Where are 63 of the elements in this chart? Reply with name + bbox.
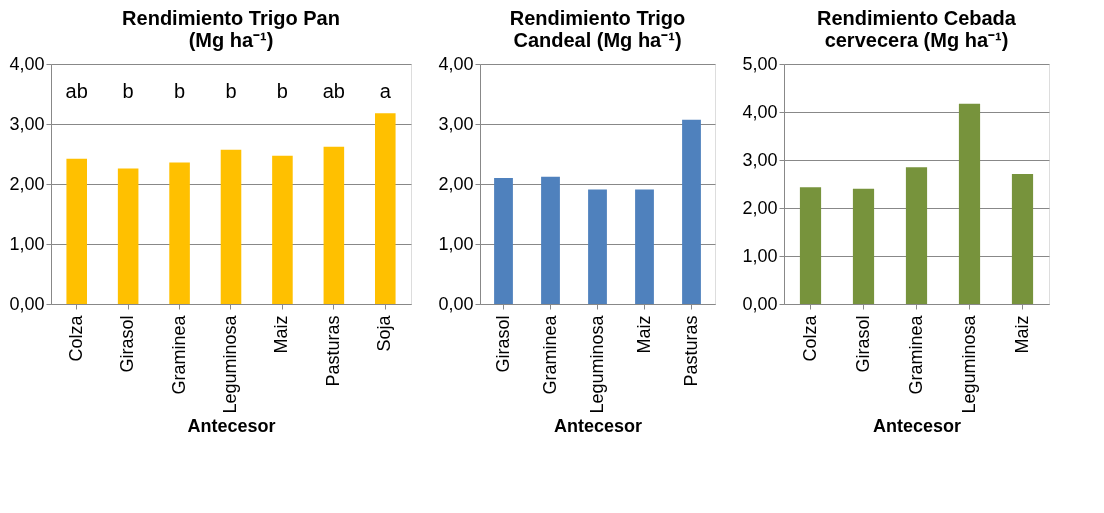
x-tick-label: Pasturas — [680, 315, 701, 387]
x-tick-label: Maiz — [633, 315, 654, 354]
x-tick-label: Leguminosa — [220, 314, 240, 414]
bar — [905, 167, 928, 304]
x-tick-label: Colza — [65, 314, 86, 362]
annotation: b — [122, 80, 134, 102]
bar — [588, 189, 607, 304]
x-axis-title: Antecesor — [872, 415, 962, 436]
y-tick-label: 2,00 — [742, 197, 778, 218]
chart-title: Rendimiento Trigo Pan (Mg ha⁻¹) — [122, 7, 340, 51]
bar — [1011, 173, 1034, 304]
bar — [541, 176, 560, 304]
annotation: ab — [65, 80, 88, 102]
bar — [635, 189, 654, 304]
bar — [958, 103, 981, 304]
y-tick-label: 1,00 — [742, 245, 778, 266]
x-tick-label: Girasol — [117, 315, 138, 373]
x-tick-label: Leguminosa — [958, 314, 979, 414]
x-tick-label: Maiz — [1011, 315, 1032, 354]
y-tick-label: 1,00 — [9, 233, 45, 254]
y-tick-label: 3,00 — [742, 149, 778, 170]
x-axis-title: Antecesor — [187, 415, 276, 436]
bar — [494, 178, 513, 304]
y-tick-label: 0,00 — [9, 293, 45, 314]
annotation: b — [225, 80, 237, 102]
annotation: a — [379, 80, 392, 102]
bar — [66, 158, 87, 304]
x-tick-label: Pasturas — [322, 315, 343, 387]
y-tick-label: 4,00 — [9, 53, 45, 74]
y-tick-label: 1,00 — [438, 233, 474, 254]
bar — [323, 146, 345, 304]
x-tick-label: Girasol — [492, 315, 513, 373]
chart-title: Rendimiento Trigo Candeal (Mg ha⁻¹) — [509, 7, 686, 51]
y-tick-label: 2,00 — [9, 173, 45, 194]
bar — [682, 119, 701, 304]
x-tick-label: Graminea — [539, 314, 560, 395]
x-tick-label: Leguminosa — [586, 314, 607, 414]
x-axis-title: Antecesor — [553, 415, 643, 436]
y-tick-label: 0,00 — [438, 293, 474, 314]
bar — [169, 162, 190, 304]
y-tick-label: 4,00 — [742, 101, 778, 122]
y-tick-label: 4,00 — [438, 53, 474, 74]
x-tick-label: Graminea — [168, 314, 189, 395]
y-tick-label: 0,00 — [742, 293, 778, 314]
annotation: ab — [322, 80, 345, 102]
chart-title: Rendimiento Cebada cervecera (Mg ha⁻¹) — [817, 7, 1017, 51]
annotation: b — [276, 80, 288, 102]
bar — [799, 187, 822, 304]
y-tick-label: 3,00 — [9, 113, 45, 134]
bar — [220, 149, 242, 304]
bar — [272, 155, 293, 304]
x-tick-label: Colza — [799, 314, 820, 362]
y-tick-label: 3,00 — [438, 113, 474, 134]
annotation: b — [174, 80, 186, 102]
bar — [852, 188, 875, 304]
y-tick-label: 2,00 — [438, 173, 474, 194]
bar — [117, 168, 139, 304]
bar — [375, 113, 396, 304]
x-tick-label: Girasol — [852, 315, 873, 373]
x-tick-label: Maiz — [271, 315, 292, 354]
x-tick-label: Graminea — [905, 314, 926, 395]
y-tick-label: 5,00 — [742, 53, 778, 74]
x-tick-label: Soja — [374, 314, 395, 352]
